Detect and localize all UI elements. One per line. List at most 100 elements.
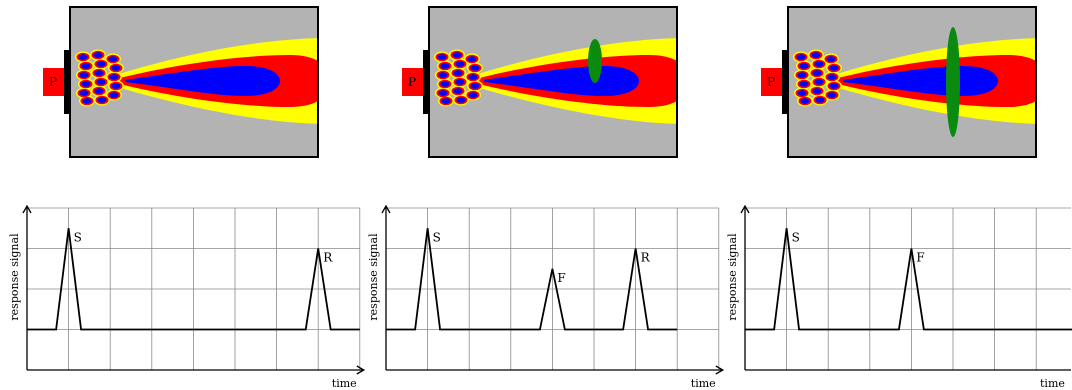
near-field-bubble-inner bbox=[109, 92, 119, 98]
near-field-bubble-inner bbox=[96, 79, 106, 85]
x-axis-label: time bbox=[332, 377, 357, 390]
near-field-bubble-inner bbox=[456, 97, 466, 103]
near-field-bubble-inner bbox=[800, 98, 810, 104]
near-field-bubble-inner bbox=[111, 83, 121, 89]
near-field-bubble-inner bbox=[826, 56, 836, 62]
near-field-bubble-inner bbox=[79, 72, 89, 78]
probe-contact-plate bbox=[423, 50, 429, 114]
near-field-bubble-inner bbox=[97, 97, 107, 103]
probe-contact-plate bbox=[782, 50, 788, 114]
y-axis-arrow bbox=[381, 204, 391, 214]
near-field-bubble-inner bbox=[96, 61, 106, 67]
beam-blue-zone bbox=[125, 66, 280, 96]
peak-label-S: S bbox=[74, 230, 82, 244]
near-field-bubble-inner bbox=[468, 92, 478, 98]
near-field-bubble-inner bbox=[437, 54, 447, 60]
response-chart: time response signal S F R bbox=[367, 204, 725, 390]
near-field-bubbles bbox=[793, 49, 842, 107]
near-field-bubble-inner bbox=[814, 61, 824, 67]
probe-label: P bbox=[767, 75, 775, 89]
near-field-bubble-inner bbox=[827, 74, 837, 80]
near-field-bubble-inner bbox=[827, 92, 837, 98]
near-field-bubble-inner bbox=[467, 56, 477, 62]
near-field-bubble-inner bbox=[82, 98, 92, 104]
x-axis-label: time bbox=[1040, 377, 1065, 390]
near-field-bubble-inner bbox=[455, 61, 465, 67]
y-axis-arrow bbox=[740, 204, 750, 214]
near-field-bubble-inner bbox=[811, 52, 821, 58]
y-axis-label: response signal bbox=[726, 233, 739, 321]
peak-label-F: F bbox=[916, 251, 924, 265]
near-field-bubble-inner bbox=[111, 65, 121, 71]
y-axis-label: response signal bbox=[367, 233, 380, 321]
near-field-bubbles bbox=[75, 49, 124, 107]
near-field-bubble-inner bbox=[468, 74, 478, 80]
near-field-bubble-inner bbox=[440, 81, 450, 87]
near-field-bubble-inner bbox=[796, 54, 806, 60]
near-field-bubble-inner bbox=[441, 98, 451, 104]
near-field-bubble-inner bbox=[81, 63, 91, 69]
x-axis-label: time bbox=[691, 377, 716, 390]
response-chart: time response signal S F bbox=[726, 204, 1072, 390]
beam-field bbox=[75, 38, 318, 124]
near-field-bubble-inner bbox=[438, 72, 448, 78]
x-axis-arrow bbox=[715, 365, 725, 375]
defect-ellipse bbox=[946, 27, 960, 137]
probe-contact-plate bbox=[64, 50, 70, 114]
y-axis-label: response signal bbox=[8, 233, 21, 321]
near-field-bubble-inner bbox=[81, 81, 91, 87]
probe-body bbox=[761, 68, 783, 96]
near-field-bubble-inner bbox=[470, 83, 480, 89]
near-field-bubble-inner bbox=[109, 74, 119, 80]
x-axis-arrow bbox=[356, 365, 366, 375]
probe-body bbox=[402, 68, 424, 96]
near-field-bubble-inner bbox=[797, 72, 807, 78]
probe-label: P bbox=[49, 75, 57, 89]
near-field-bubble-inner bbox=[94, 88, 104, 94]
defect-ellipse bbox=[588, 39, 602, 83]
peak-label-R: R bbox=[641, 251, 651, 265]
chart-grid bbox=[385, 207, 720, 371]
near-field-bubble-inner bbox=[797, 90, 807, 96]
near-field-bubble-inner bbox=[108, 56, 118, 62]
near-field-bubble-inner bbox=[79, 90, 89, 96]
near-field-bubble-inner bbox=[455, 79, 465, 85]
near-field-bubble-inner bbox=[815, 97, 825, 103]
signal-trace bbox=[386, 228, 678, 331]
near-field-bubble-inner bbox=[812, 70, 822, 76]
near-field-bubble-inner bbox=[78, 54, 88, 60]
near-field-bubble-inner bbox=[452, 52, 462, 58]
specimen-scene: P bbox=[761, 6, 1037, 158]
near-field-bubble-inner bbox=[94, 70, 104, 76]
specimen-scene: P bbox=[402, 6, 678, 158]
beam-field bbox=[793, 27, 1036, 137]
specimen-scene: P bbox=[43, 6, 319, 158]
signal-trace bbox=[27, 228, 360, 331]
response-chart: time response signal S R bbox=[8, 204, 366, 390]
y-axis-arrow bbox=[22, 204, 32, 214]
beam-field bbox=[434, 38, 677, 124]
near-field-bubble-inner bbox=[799, 81, 809, 87]
peak-label-R: R bbox=[323, 251, 333, 265]
near-field-bubble-inner bbox=[438, 90, 448, 96]
peak-label-S: S bbox=[433, 230, 441, 244]
peak-label-S: S bbox=[792, 230, 800, 244]
near-field-bubble-inner bbox=[453, 70, 463, 76]
near-field-bubble-inner bbox=[93, 52, 103, 58]
near-field-bubble-inner bbox=[812, 88, 822, 94]
near-field-bubble-inner bbox=[829, 83, 839, 89]
near-field-bubble-inner bbox=[829, 65, 839, 71]
signal-trace bbox=[745, 228, 1072, 331]
near-field-bubble-inner bbox=[470, 65, 480, 71]
probe-label: P bbox=[408, 75, 416, 89]
near-field-bubble-inner bbox=[440, 63, 450, 69]
near-field-bubbles bbox=[434, 49, 483, 107]
near-field-bubble-inner bbox=[453, 88, 463, 94]
near-field-bubble-inner bbox=[799, 63, 809, 69]
near-field-bubble-inner bbox=[814, 79, 824, 85]
peak-label-F: F bbox=[557, 271, 565, 285]
